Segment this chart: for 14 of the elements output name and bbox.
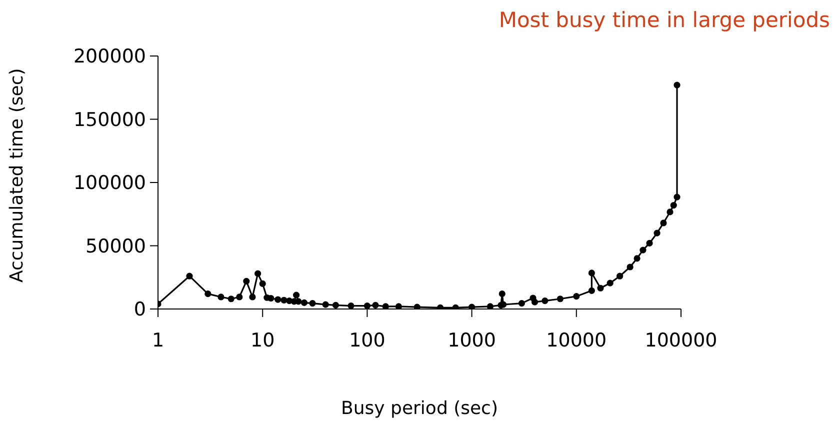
x-tick-label: 1 (152, 329, 164, 352)
y-tick-label: 150000 (73, 108, 146, 131)
chart-title: Most busy time in large periods (498, 8, 830, 32)
x-tick-label: 10000 (546, 329, 607, 352)
x-tick-label: 100000 (644, 329, 718, 352)
x-axis-title: Busy period (sec) (341, 398, 498, 419)
y-tick-label: 50000 (86, 235, 146, 258)
y-axis-title: Accumulated time (sec) (6, 68, 28, 282)
x-tick-label: 1000 (448, 329, 496, 352)
y-tick-label: 100000 (73, 172, 146, 194)
y-tick-label: 200000 (73, 46, 146, 68)
x-tick-label: 100 (349, 329, 386, 352)
y-tick-label: 0 (134, 298, 146, 321)
x-tick-label: 10 (250, 329, 275, 352)
